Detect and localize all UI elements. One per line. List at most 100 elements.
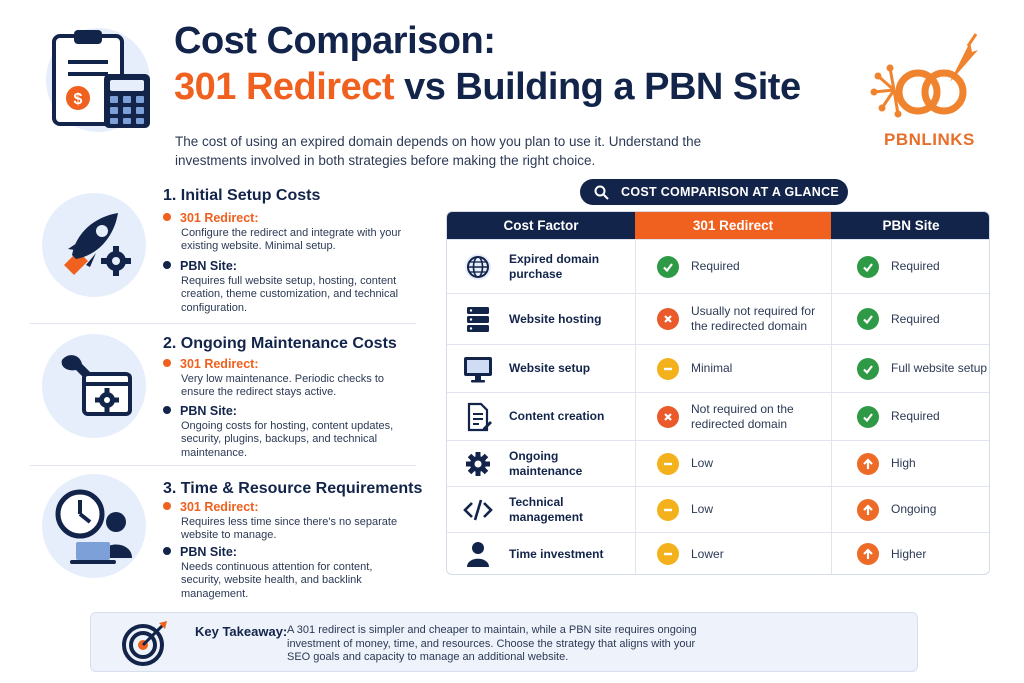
cell-redirect: Lower <box>657 533 827 574</box>
minus-icon <box>657 452 679 475</box>
cell-pbn: High <box>857 441 989 486</box>
header-pbn: PBN Site <box>831 212 989 239</box>
cell-pbn: Higher <box>857 533 989 574</box>
table-row: Technical management Low Ongoing <box>447 486 989 532</box>
table-row: Content creation Not required on the redi… <box>447 392 989 440</box>
pbn-value: Required <box>891 259 940 273</box>
glance-title: COST COMPARISON AT A GLANCE <box>621 185 840 199</box>
check-icon <box>857 255 879 278</box>
title-accent: 301 Redirect <box>174 66 395 108</box>
arrow-up-icon <box>857 543 879 565</box>
cell-cost-factor: Ongoing maintenance <box>447 441 635 486</box>
section-title-maintenance: 2. Ongoing Maintenance Costs <box>163 335 397 352</box>
factor-label: Content creation <box>509 409 605 423</box>
target-arrow-icon <box>122 621 167 666</box>
table-row: Website setup Minimal Full website setup <box>447 344 989 392</box>
pbn-value: Full website setup <box>891 361 988 375</box>
pbn-text: Requires full website setup, hosting, co… <box>181 274 399 314</box>
divider <box>30 465 416 466</box>
redirect-value: Not required on the redirected domain <box>691 401 794 431</box>
cell-redirect: Required <box>657 240 827 293</box>
cell-redirect: Low <box>657 441 827 486</box>
clock-person-icon <box>42 474 146 578</box>
column-divider <box>635 239 636 574</box>
title-rest: vs Building a PBN Site <box>394 66 801 108</box>
pbn-label: PBN Site: <box>180 259 237 273</box>
redirect-value: Low <box>691 502 714 516</box>
cell-redirect: Not required on the redirected domain <box>657 393 827 440</box>
section-time-pbn: PBN Site: Needs continuous attention for… <box>163 545 413 601</box>
redirect-value: Required <box>691 259 740 273</box>
section-time-redirect: 301 Redirect: Requires less time since t… <box>163 500 413 543</box>
minus-icon <box>657 543 679 565</box>
check-icon <box>857 357 879 380</box>
pbn-value: Ongoing <box>891 502 937 516</box>
factor-label: Expired domain purchase <box>509 251 600 281</box>
code-icon <box>447 495 509 525</box>
cell-cost-factor: Website setup <box>447 345 635 392</box>
intro-text: The cost of using an expired domain depe… <box>175 134 702 168</box>
minus-icon <box>657 498 679 521</box>
section-title-time: 3. Time & Resource Requirements <box>163 480 423 497</box>
monitor-icon <box>447 354 509 384</box>
check-icon <box>657 255 679 278</box>
redirect-value: Low <box>691 456 714 470</box>
section-setup-redirect: 301 Redirect: Configure the redirect and… <box>163 211 413 254</box>
check-icon <box>857 308 879 330</box>
server-icon <box>447 304 509 334</box>
cross-icon <box>657 405 679 428</box>
cell-cost-factor: Technical management <box>447 487 635 532</box>
factor-label: Website hosting <box>509 311 602 326</box>
comparison-table: Cost Factor 301 Redirect PBN Site Expire… <box>446 211 990 575</box>
section-maintenance-redirect: 301 Redirect: Very low maintenance. Peri… <box>163 357 413 400</box>
redirect-text: Very low maintenance. Periodic checks to… <box>181 372 384 399</box>
clipboard-calculator-icon: $ <box>40 22 160 134</box>
factor-label: Time investment <box>509 546 604 561</box>
svg-text:$: $ <box>74 91 83 108</box>
document-pen-icon <box>447 402 509 432</box>
globe-icon <box>447 252 509 282</box>
table-row: Website hosting Usually not required for … <box>447 293 989 344</box>
cell-redirect: Usually not required for the redirected … <box>657 294 827 344</box>
check-icon <box>857 405 879 428</box>
pbn-text: Ongoing costs for hosting, content updat… <box>181 419 394 459</box>
cell-pbn: Required <box>857 393 989 440</box>
table-row: Expired domain purchase Required Required <box>447 239 989 293</box>
divider <box>30 323 416 324</box>
redirect-label: 301 Redirect: <box>180 211 259 225</box>
pbnlinks-logo <box>868 30 984 160</box>
column-divider <box>831 239 832 574</box>
factor-label: Website setup <box>509 361 591 375</box>
redirect-label: 301 Redirect: <box>180 500 259 514</box>
cell-cost-factor: Expired domain purchase <box>447 240 635 293</box>
cell-redirect: Low <box>657 487 827 532</box>
takeaway-label: Key Takeaway: <box>195 624 288 639</box>
arrow-up-icon <box>857 498 879 521</box>
redirect-value: Minimal <box>691 361 733 375</box>
pbn-value: Higher <box>891 546 927 561</box>
header-cost-factor: Cost Factor <box>447 212 635 239</box>
takeaway-text: A 301 redirect is simpler and cheaper to… <box>287 624 697 663</box>
wrench-window-icon <box>42 334 146 438</box>
pbn-label: PBN Site: <box>180 545 237 559</box>
arrow-up-icon <box>857 452 879 475</box>
page-subtitle: 301 Redirect vs Building a PBN Site <box>174 66 801 109</box>
redirect-value: Usually not required for the redirected … <box>691 304 816 333</box>
redirect-text: Requires less time since there's no sepa… <box>181 515 398 542</box>
key-takeaway-box: Key Takeaway: A 301 redirect is simpler … <box>90 612 918 672</box>
cross-icon <box>657 308 679 330</box>
pbn-value: Required <box>891 409 940 423</box>
redirect-value: Lower <box>691 546 724 561</box>
pbn-label: PBN Site: <box>180 404 237 418</box>
factor-label: Ongoing maintenance <box>509 448 583 478</box>
pbn-value: High <box>891 456 916 470</box>
redirect-text: Configure the redirect and integrate wit… <box>181 226 402 253</box>
minus-icon <box>657 357 679 380</box>
glance-banner: COST COMPARISON AT A GLANCE <box>580 179 848 205</box>
table-row: Ongoing maintenance Low High <box>447 440 989 486</box>
cell-cost-factor: Time investment <box>447 533 635 574</box>
logo-text: PBNLINKS <box>884 130 975 149</box>
redirect-label: 301 Redirect: <box>180 357 259 371</box>
table-row: Time investment Lower Higher <box>447 532 989 574</box>
cell-pbn: Required <box>857 294 989 344</box>
